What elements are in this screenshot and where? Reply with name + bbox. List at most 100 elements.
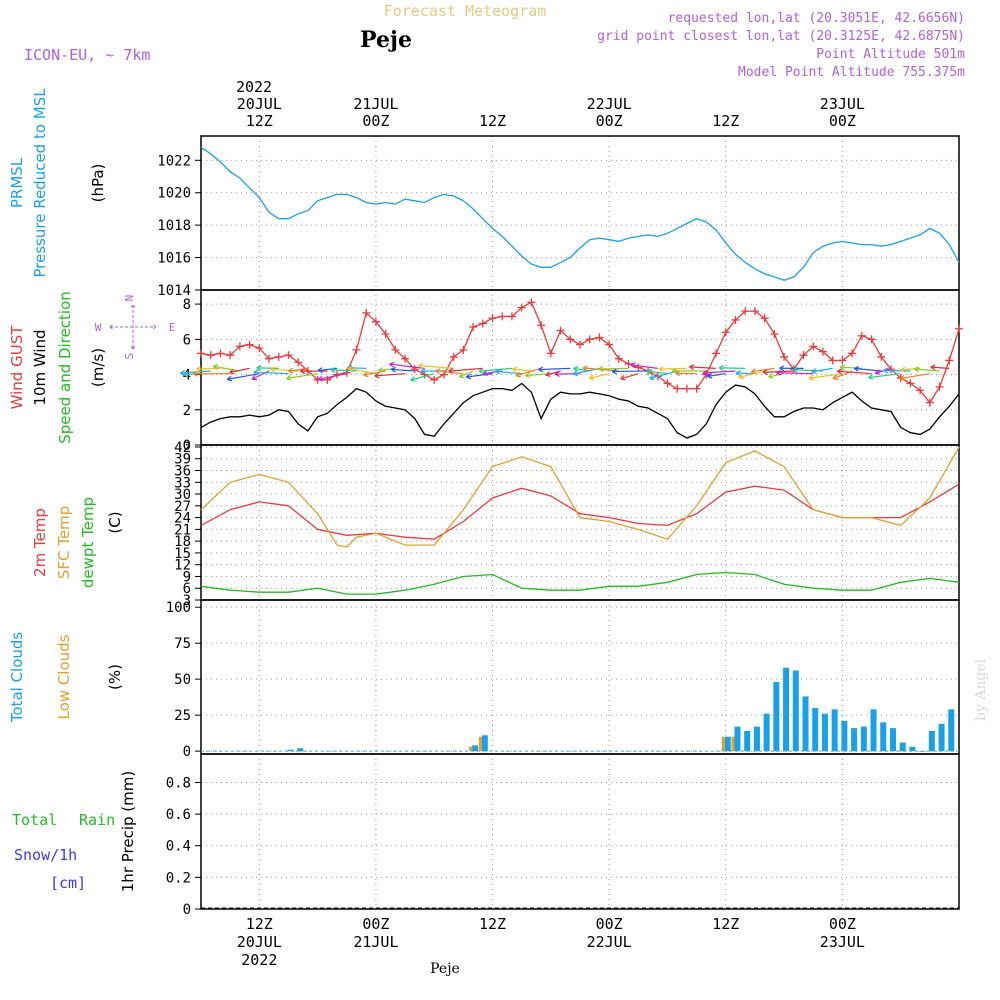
- ytick-label-temperature-0: 3: [183, 593, 191, 609]
- wind-arrow-60: [768, 373, 785, 378]
- gust-marker-56: [741, 307, 750, 316]
- bar-low-1: [478, 736, 482, 752]
- frame-precip: [200, 753, 960, 910]
- gust-marker-67: [848, 349, 857, 358]
- label-2m-temp: 2m Temp: [31, 508, 49, 577]
- credit: by Angel: [973, 658, 989, 721]
- wind-arrow-head-52: [672, 367, 678, 374]
- bar-total-4: [724, 736, 731, 752]
- wind-arrow-head-49: [649, 374, 655, 381]
- wind-arrow-head-66: [808, 374, 814, 381]
- wind-arrow-66: [808, 373, 843, 379]
- bar-total-3: [481, 735, 488, 752]
- wind-arrow-head-3: [192, 370, 198, 377]
- wind-arrow-head-1: [180, 370, 186, 376]
- ytick-label-precip-1: 0.2: [166, 870, 191, 886]
- ytick-label-precip-3: 0.6: [166, 807, 191, 823]
- gust-marker-7: [265, 354, 274, 363]
- wind-arrow-18: [347, 367, 377, 375]
- gust-marker-3: [226, 351, 235, 360]
- ytick-label-pressure-4: 1022: [157, 153, 191, 169]
- wind-arrow-head-15: [317, 375, 324, 382]
- wind-arrow-head-74: [900, 366, 906, 373]
- wind-arrow-head-35: [515, 371, 521, 378]
- bar-total-13: [812, 707, 819, 752]
- wind-arrow-head-34: [511, 366, 518, 373]
- bar-low-3: [731, 736, 735, 752]
- wind-arrow-49: [649, 370, 678, 380]
- wind-arrow-head-32: [478, 367, 484, 374]
- series-line-2m-temp: [200, 483, 960, 540]
- wind-arrow-22: [391, 368, 415, 372]
- label-total-clouds: Total Clouds: [8, 632, 26, 724]
- top-time-label-4-1: 12Z: [712, 112, 739, 130]
- wind-arrow-58: [738, 370, 765, 379]
- gust-marker-22: [410, 365, 419, 374]
- label-cm: [cm]: [50, 874, 86, 892]
- ytick-label-temperature-12: 39: [174, 452, 191, 468]
- wind-arrow-63: [776, 372, 814, 375]
- bar-total-26: [938, 723, 945, 752]
- wind-arrow-head-42: [588, 374, 595, 381]
- gust-marker-43: [614, 354, 623, 363]
- series-line-10m-wind: [200, 382, 960, 439]
- top-time-label-0-1: 12Z: [246, 112, 273, 130]
- wind-arrow-23: [389, 363, 425, 369]
- wind-arrow-15: [318, 373, 347, 381]
- top-time-label-5-1: 00Z: [829, 112, 856, 130]
- wind-arrow-head-70: [853, 365, 860, 372]
- wind-arrow-head-18: [347, 366, 353, 372]
- wind-arrow-70: [854, 367, 882, 372]
- product-title: Forecast Meteogram: [384, 2, 547, 20]
- gust-marker-16: [352, 345, 361, 354]
- wind-arrow-head-47: [630, 362, 636, 369]
- wind-arrow-head-26: [418, 362, 424, 369]
- wind-arrow-head-69: [836, 368, 843, 375]
- wind-arrow-head-33: [495, 368, 501, 375]
- wind-arrow-head-4: [212, 364, 219, 370]
- wind-arrow-head-54: [706, 372, 713, 379]
- bar-total-18: [860, 726, 867, 752]
- wind-arrow-5: [229, 367, 250, 373]
- wind-arrow-head-72: [868, 374, 874, 380]
- ytick-label-wind-0: 0: [183, 438, 191, 454]
- bottom-time-label-1-1: 21JUL: [353, 933, 398, 951]
- footer-location: Peje: [430, 961, 460, 977]
- top-time-label-1-0: 21JUL: [353, 95, 398, 113]
- ytick-label-temperature-9: 30: [174, 487, 191, 503]
- gust-marker-66: [838, 356, 847, 365]
- bar-total-19: [870, 709, 877, 752]
- ytick-label-temperature-6: 21: [174, 522, 191, 538]
- wind-arrow-76: [914, 368, 940, 372]
- wind-arrow-55: [702, 370, 736, 374]
- bottom-time-label-5-1: 23JUL: [820, 933, 865, 951]
- wind-arrow-head-50: [658, 366, 664, 373]
- bottom-time-label-2-0: 12Z: [479, 915, 506, 933]
- ytick-label-precip-4: 0.8: [166, 775, 191, 791]
- gust-marker-38: [566, 335, 575, 344]
- wind-arrow-head-27: [435, 368, 441, 375]
- gust-marker-68: [857, 331, 866, 340]
- wind-arrow-head-38: [538, 366, 544, 373]
- bottom-time-label-1-0: 00Z: [362, 915, 389, 933]
- gust-marker-41: [595, 333, 604, 342]
- gust-marker-0: [197, 349, 205, 358]
- ytick-label-precip-0: 0: [183, 902, 191, 918]
- wind-arrow-45: [620, 373, 639, 380]
- gust-marker-18: [371, 317, 380, 326]
- wind-arrow-21: [374, 373, 406, 377]
- wind-arrow-head-36: [525, 372, 531, 379]
- wind-arrow-head-22: [390, 366, 397, 373]
- ytick-label-temperature-11: 36: [174, 464, 191, 480]
- wind-arrow-12: [286, 373, 318, 380]
- gust-marker-9: [284, 351, 293, 360]
- gust-marker-73: [906, 379, 915, 388]
- wind-arrow-head-65: [811, 368, 817, 375]
- point-altitude: Point Altitude 501m: [816, 47, 965, 62]
- label-total: Total: [12, 811, 57, 829]
- wind-arrow-head-28: [458, 372, 465, 379]
- gust-marker-57: [750, 307, 759, 316]
- gust-marker-29: [478, 319, 487, 328]
- wind-arrow-head-58: [738, 373, 744, 380]
